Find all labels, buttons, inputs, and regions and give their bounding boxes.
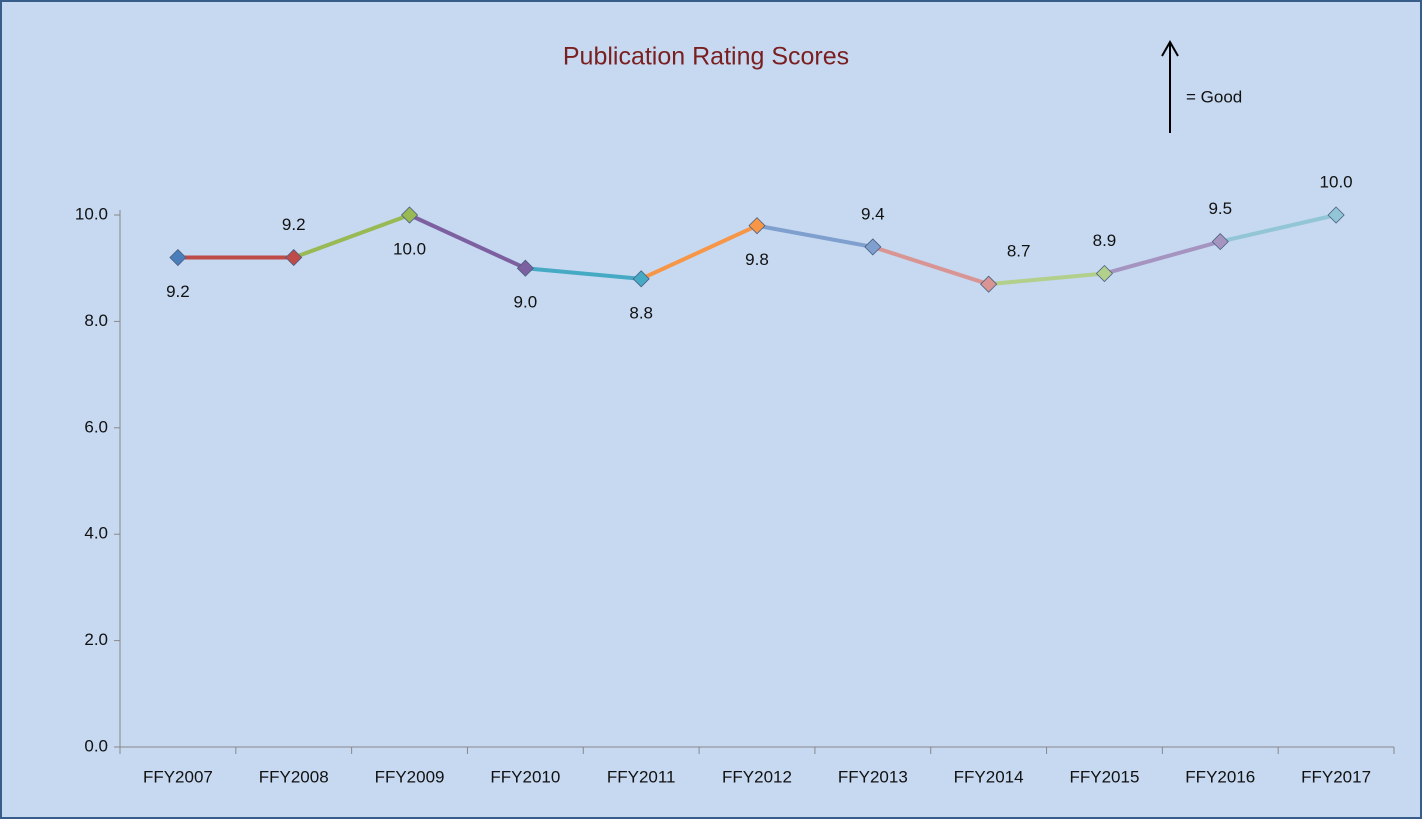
data-label: 9.4 xyxy=(861,204,885,223)
line-segment xyxy=(1103,239,1221,276)
data-label: 9.8 xyxy=(745,250,769,269)
point xyxy=(632,270,650,288)
y-tick-label: 8.0 xyxy=(84,311,108,330)
x-tick-label: FFY2010 xyxy=(490,767,560,786)
point xyxy=(400,206,419,224)
x-tick-label: FFY2016 xyxy=(1185,767,1255,786)
data-label: 10.0 xyxy=(393,239,426,258)
data-label: 8.8 xyxy=(629,303,653,322)
point xyxy=(980,275,998,293)
y-tick-label: 2.0 xyxy=(84,630,108,649)
point xyxy=(1211,233,1229,251)
line-segment xyxy=(293,213,411,260)
x-tick-label: FFY2008 xyxy=(259,767,329,786)
line-segment xyxy=(1219,213,1337,244)
x-tick-label: FFY2007 xyxy=(143,767,213,786)
x-tick-label: FFY2009 xyxy=(375,767,445,786)
line-segment xyxy=(408,213,527,271)
arrow-head xyxy=(1161,39,1179,57)
line-segment xyxy=(872,245,990,287)
x-tick-label: FFY2014 xyxy=(954,767,1024,786)
point xyxy=(748,217,766,235)
data-label: 8.7 xyxy=(1007,242,1031,261)
y-tick-label: 10.0 xyxy=(75,204,108,223)
data-label: 10.0 xyxy=(1320,172,1353,191)
x-tick-label: FFY2017 xyxy=(1301,767,1371,786)
point xyxy=(285,248,303,267)
data-label: 9.2 xyxy=(166,282,190,301)
y-tick-label: 4.0 xyxy=(84,524,108,543)
line-segment xyxy=(640,223,758,281)
line-segment xyxy=(756,223,874,249)
data-label: 9.5 xyxy=(1208,199,1232,218)
point xyxy=(1327,206,1345,224)
line-segment xyxy=(525,266,642,281)
x-tick-label: FFY2015 xyxy=(1069,767,1139,786)
y-tick-label: 6.0 xyxy=(84,417,108,436)
x-tick-label: FFY2011 xyxy=(607,767,676,786)
point xyxy=(169,248,187,267)
data-label: 9.0 xyxy=(514,293,538,312)
x-tick-label: FFY2012 xyxy=(722,767,792,786)
y-tick-label: 0.0 xyxy=(84,736,108,755)
point xyxy=(516,259,534,277)
annotation: = Good xyxy=(1186,87,1242,106)
point xyxy=(1095,264,1114,283)
data-label: 8.9 xyxy=(1093,231,1117,250)
line-segment xyxy=(988,271,1105,287)
chart-title: Publication Rating Scores xyxy=(563,43,849,71)
x-tick-label: FFY2013 xyxy=(838,767,908,786)
point xyxy=(864,238,882,256)
data-label: 9.2 xyxy=(282,215,306,234)
